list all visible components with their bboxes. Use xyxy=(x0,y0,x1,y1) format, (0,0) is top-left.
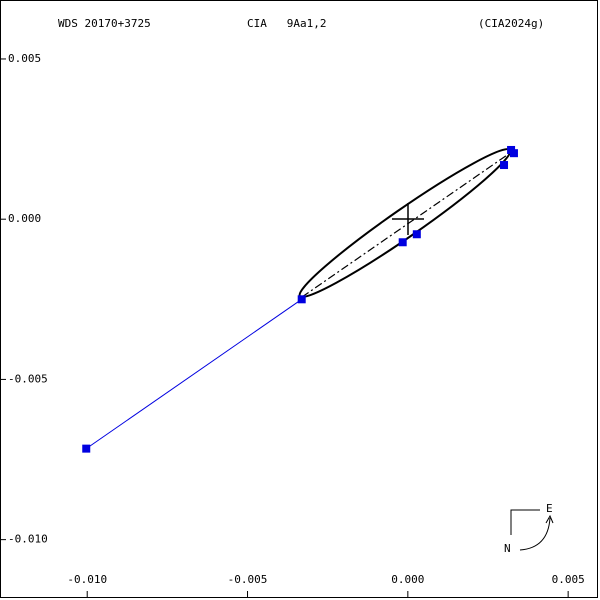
orbit xyxy=(298,148,512,298)
y-tick-label: 0.005 xyxy=(8,52,41,65)
x-tick-label: -0.005 xyxy=(228,573,268,586)
point xyxy=(509,149,518,158)
x-tick-label: -0.010 xyxy=(67,573,107,586)
compass xyxy=(510,509,540,535)
chart-subtitle: CIA 9Aa1,2 xyxy=(247,17,326,30)
chart-title: WDS 20170+3725 xyxy=(58,17,151,30)
residual-line xyxy=(85,298,302,450)
point xyxy=(398,238,407,247)
point xyxy=(500,161,509,170)
compass-north: N xyxy=(504,542,511,555)
compass-arrow xyxy=(545,514,554,524)
y-tick-label: 0.000 xyxy=(8,212,41,225)
y-tick-label: -0.010 xyxy=(8,533,48,546)
compass-arrow xyxy=(519,517,551,551)
line-of-nodes xyxy=(301,152,511,298)
y-tick-label: -0.005 xyxy=(8,372,48,385)
x-tick-label: 0.005 xyxy=(552,573,585,586)
point xyxy=(82,444,91,453)
reference: (CIA2024g) xyxy=(478,17,544,30)
point xyxy=(297,295,306,304)
point xyxy=(412,230,421,239)
compass-east: E xyxy=(546,502,553,515)
x-tick-label: 0.000 xyxy=(391,573,424,586)
